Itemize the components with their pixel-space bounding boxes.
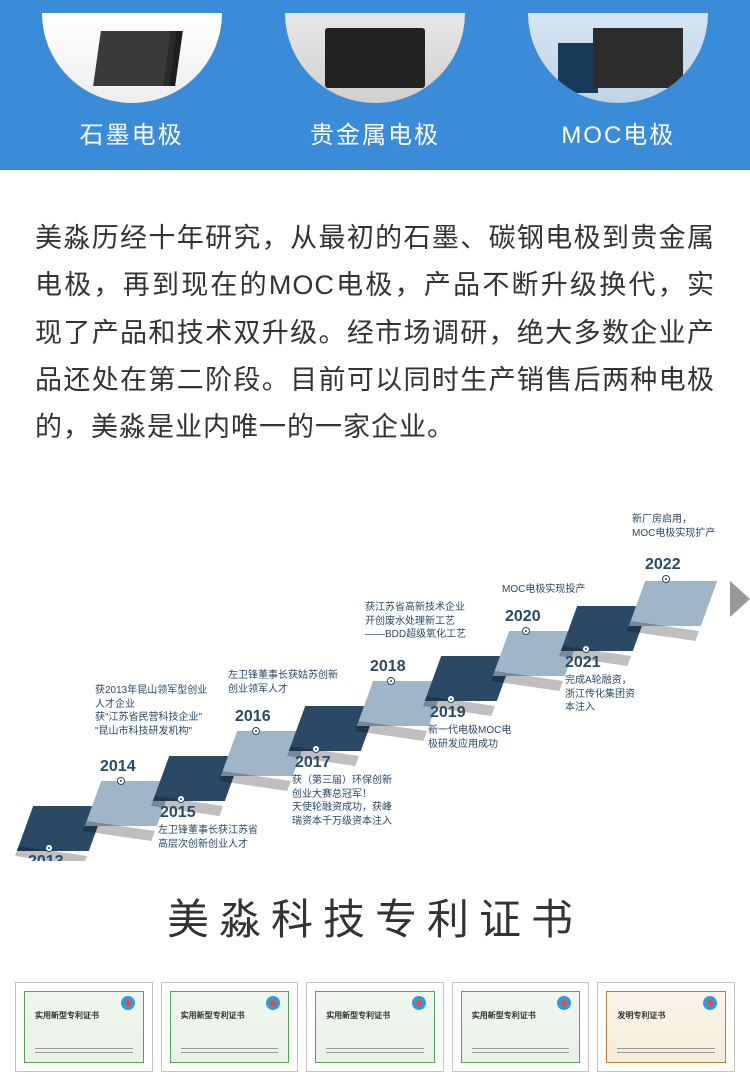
timeline-step (629, 581, 717, 626)
timeline-event: 获江苏省高新技术企业开创废水处理新工艺——BDD超级氧化工艺 (365, 601, 485, 642)
cert-logo-icon (412, 996, 426, 1010)
product-thumb (528, 13, 708, 103)
cert-logo-icon (121, 996, 135, 1010)
timeline-event: 获（第三届）环保创新创业大赛总冠军！天使轮融资成功，获峰瑞资本千万级资本注入 (292, 774, 412, 828)
cert-card: 实用新型专利证书 (15, 982, 153, 1072)
timeline-year: 2021 (565, 654, 601, 672)
timeline-year: 2022 (645, 556, 681, 574)
product-label: MOC电极 (561, 115, 675, 150)
hero-section: 石墨电极 贵金属电极 MOC电极 (0, 0, 750, 170)
cert-section-title: 美淼科技专利证书 (0, 861, 750, 982)
timeline-event: 左卫锋董事长获江苏省高层次创新创业人才 (158, 824, 278, 851)
timeline-year: 2015 (160, 804, 196, 822)
timeline-event: 获2013年昆山领军型创业人才企业获"江苏省民营科技企业""昆山市科技研发机构" (95, 684, 215, 738)
timeline-year: 2014 (100, 758, 136, 776)
timeline: 2013 2014 2015 2016 2017 2018 2019 2020 2021 2022… (0, 481, 750, 861)
product-card: 贵金属电极 (253, 13, 496, 150)
cert-card: 发明专利证书 (597, 982, 735, 1072)
cert-card: 实用新型专利证书 (161, 982, 299, 1072)
timeline-event: 新一代电极MOC电极研发应用成功 (428, 724, 548, 751)
timeline-year: 2018 (370, 658, 406, 676)
product-label: 贵金属电极 (310, 115, 440, 150)
cert-card: 实用新型专利证书 (306, 982, 444, 1072)
cert-row: 实用新型专利证书实用新型专利证书实用新型专利证书实用新型专利证书发明专利证书 (0, 982, 750, 1072)
product-thumb (285, 13, 465, 103)
product-card: MOC电极 (497, 13, 740, 150)
product-label: 石墨电极 (80, 115, 184, 150)
product-thumb (42, 13, 222, 103)
timeline-event: 左卫锋董事长获姑苏创新创业领军人才 (228, 669, 348, 696)
product-card: 石墨电极 (10, 13, 253, 150)
intro-paragraph: 美淼历经十年研究，从最初的石墨、碳钢电极到贵金属电极，再到现在的MOC电极，产品… (0, 170, 750, 481)
cert-card: 实用新型专利证书 (452, 982, 590, 1072)
timeline-event: 新厂房启用，MOC电极实现扩产 (632, 513, 750, 540)
timeline-year: 2016 (235, 708, 271, 726)
timeline-event: 完成A轮融资，浙江传化集团资本注入 (565, 674, 685, 715)
timeline-year: 2017 (295, 754, 331, 772)
timeline-year: 2013 (28, 853, 64, 861)
timeline-year: 2019 (430, 704, 466, 722)
timeline-year: 2020 (505, 608, 541, 626)
timeline-event: MOC电极实现投产 (502, 583, 622, 597)
